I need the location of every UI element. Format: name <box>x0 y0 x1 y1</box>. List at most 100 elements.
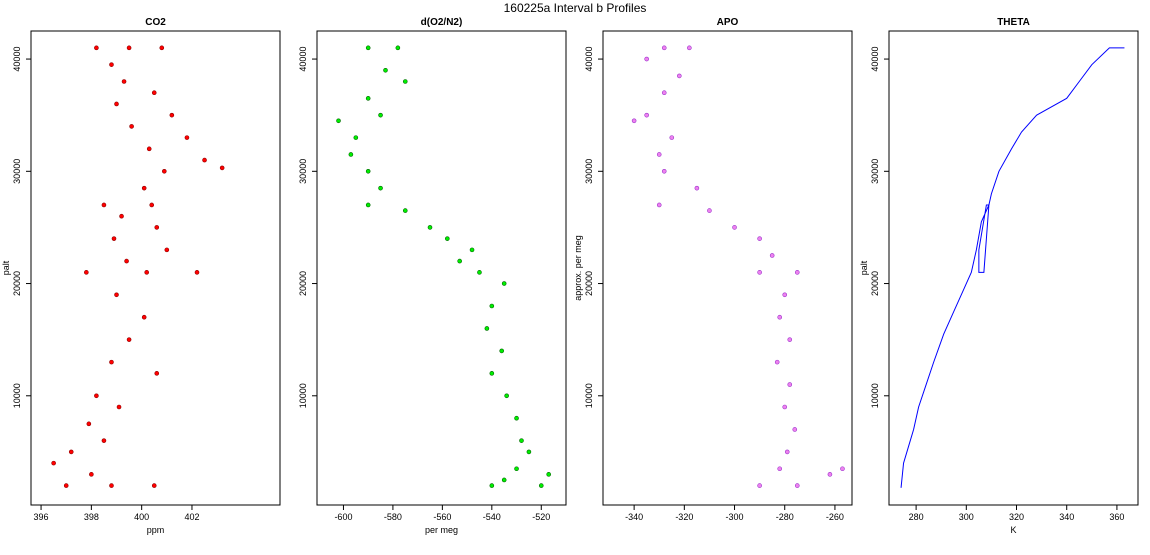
panel-title: d(O2/N2) <box>421 17 463 28</box>
point <box>109 483 114 488</box>
point <box>782 292 788 298</box>
point <box>151 483 157 488</box>
plot-frame <box>888 30 1139 506</box>
y-tick-label: 40000 <box>12 47 22 72</box>
point <box>661 169 667 174</box>
y-tick-label: 40000 <box>870 47 880 72</box>
point <box>514 415 519 421</box>
y-tick-label: 40000 <box>584 47 594 72</box>
x-axis-label: per meg <box>425 525 458 535</box>
point <box>656 202 662 208</box>
y-tick-label: 30000 <box>584 159 594 184</box>
point <box>757 236 762 241</box>
point <box>782 404 788 410</box>
point <box>154 225 160 230</box>
point <box>784 449 790 455</box>
point <box>546 472 551 477</box>
point <box>146 146 152 152</box>
point <box>365 96 371 101</box>
x-tick-label: -520 <box>532 512 550 522</box>
y-tick-label: 30000 <box>870 159 880 184</box>
point <box>129 124 134 129</box>
y-tick-label: 40000 <box>298 47 308 72</box>
point <box>336 118 341 124</box>
point <box>86 421 92 427</box>
y-tick-label: 20000 <box>870 271 880 296</box>
y-axis-label: palt <box>859 260 869 275</box>
point <box>757 483 762 488</box>
point <box>144 270 149 275</box>
point <box>669 135 675 140</box>
x-tick-label: 398 <box>84 512 99 522</box>
point <box>164 247 170 253</box>
point <box>489 371 495 376</box>
point <box>126 45 132 51</box>
point <box>348 152 354 157</box>
point <box>121 79 127 84</box>
point <box>514 466 519 472</box>
point <box>101 202 107 208</box>
point <box>114 292 119 298</box>
point <box>141 185 147 191</box>
point <box>126 337 132 342</box>
point <box>457 258 462 264</box>
plot-frame <box>316 30 567 506</box>
point <box>84 270 89 275</box>
point <box>469 247 475 253</box>
point <box>109 359 114 365</box>
point <box>827 472 833 477</box>
panel-title: CO2 <box>145 17 166 28</box>
point <box>694 185 700 191</box>
x-tick-label: -340 <box>625 512 643 522</box>
point <box>787 382 793 387</box>
point <box>794 483 800 488</box>
y-tick-label: 20000 <box>12 271 22 296</box>
page-title: 160225a Interval b Profiles <box>504 1 647 15</box>
point <box>538 483 544 488</box>
point <box>427 225 433 230</box>
y-tick-label: 30000 <box>298 159 308 184</box>
point <box>365 169 371 174</box>
point <box>202 157 207 163</box>
point <box>794 270 800 275</box>
point <box>777 466 783 472</box>
point <box>787 337 793 342</box>
point <box>169 112 175 118</box>
point <box>644 112 649 118</box>
x-tick-label: 280 <box>909 512 924 522</box>
x-tick-label: -320 <box>675 512 693 522</box>
point <box>501 477 507 483</box>
point <box>402 208 408 213</box>
x-tick-label: -560 <box>433 512 451 522</box>
point <box>184 135 190 140</box>
point <box>219 165 225 171</box>
point <box>840 466 845 472</box>
x-tick-label: -600 <box>334 512 352 522</box>
y-tick-label: 20000 <box>298 271 308 296</box>
x-axis-label: ppm <box>147 525 165 535</box>
x-tick-label: 402 <box>184 512 199 522</box>
panel-title: APO <box>717 17 739 28</box>
point <box>111 236 117 241</box>
point <box>477 270 482 275</box>
y-tick-label: 10000 <box>12 383 22 408</box>
point <box>159 45 165 51</box>
point <box>109 62 114 67</box>
point <box>116 404 122 410</box>
point <box>94 393 99 399</box>
point <box>757 270 762 275</box>
point <box>687 45 692 51</box>
point <box>378 185 383 191</box>
point <box>792 427 798 432</box>
point <box>732 225 737 230</box>
point <box>661 90 667 96</box>
y-tick-label: 10000 <box>870 383 880 408</box>
point <box>365 45 371 51</box>
x-tick-label: 360 <box>1109 512 1124 522</box>
y-axis-label: palt <box>1 260 11 275</box>
point <box>94 45 99 51</box>
x-tick-label: -280 <box>776 512 794 522</box>
point <box>489 483 495 488</box>
point <box>194 270 200 275</box>
